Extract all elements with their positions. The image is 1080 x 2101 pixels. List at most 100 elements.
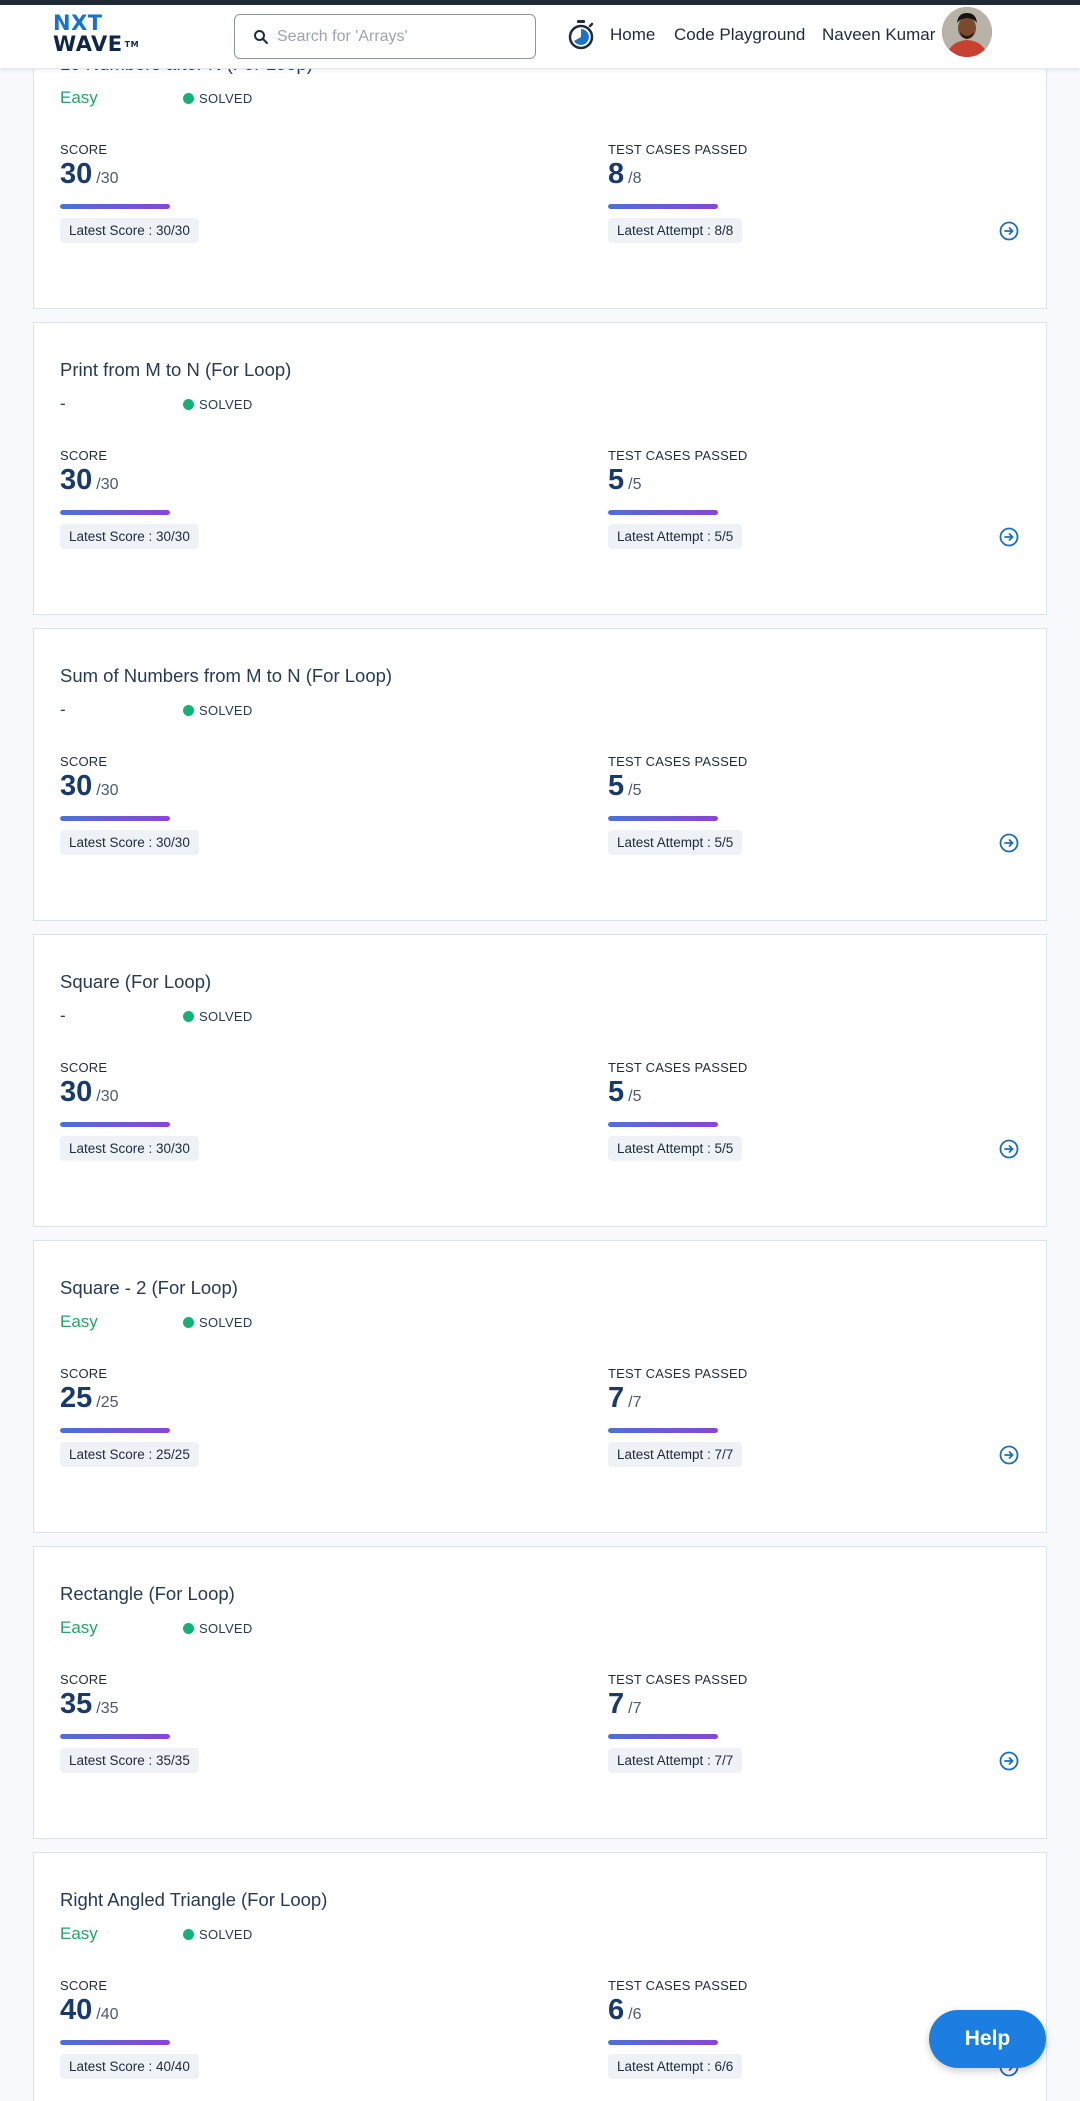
nav-code-playground[interactable]: Code Playground: [674, 25, 806, 44]
latest-score-chip: Latest Score : 30/30: [60, 830, 199, 855]
test-cases-label: TEST CASES PASSED: [608, 754, 748, 769]
latest-score-chip: Latest Score : 25/25: [60, 1442, 199, 1467]
score-value-row: 30/30: [60, 1076, 119, 1109]
nav-home[interactable]: Home: [610, 25, 656, 44]
tests-value-row: 6/6: [608, 1994, 641, 2027]
tests-value-row: 5/5: [608, 1076, 641, 1109]
logo-line-2-text: WAVE: [53, 32, 123, 56]
score-value-row: 25/25: [60, 1382, 119, 1415]
problem-card[interactable]: Rectangle (For Loop) Easy SOLVED SCORE 3…: [33, 1546, 1047, 1839]
score-value: 40: [60, 1994, 93, 2026]
latest-attempt-chip: Latest Attempt : 8/8: [608, 218, 743, 243]
score-value: 25: [60, 1382, 93, 1414]
avatar-image: [942, 7, 992, 57]
score-value: 30: [60, 158, 93, 190]
tests-progress-fill: [608, 510, 718, 515]
score-metric: SCORE 30/30 Latest Score : 30/30: [60, 1060, 199, 1161]
status-dot: [183, 93, 194, 104]
score-metric: SCORE 30/30 Latest Score : 30/30: [60, 448, 199, 549]
test-cases-label: TEST CASES PASSED: [608, 1672, 748, 1687]
arrow-circle-right-icon[interactable]: [999, 833, 1019, 853]
logo-line-1: NXT: [53, 11, 103, 35]
difficulty-label: Easy: [60, 88, 98, 107]
tests-progress-bar: [608, 816, 718, 821]
latest-score-chip: Latest Score : 30/30: [60, 1136, 199, 1161]
score-metric: SCORE 30/30 Latest Score : 30/30: [60, 754, 199, 855]
score-progress-bar: [60, 2040, 170, 2045]
problem-card[interactable]: Print from M to N (For Loop) - SOLVED SC…: [33, 322, 1047, 615]
score-progress-fill: [60, 816, 170, 821]
test-cases-metric: TEST CASES PASSED 5/5 Latest Attempt : 5…: [608, 754, 748, 855]
tests-value-row: 5/5: [608, 770, 641, 803]
tests-value: 5: [608, 464, 625, 496]
tests-value: 7: [608, 1688, 625, 1720]
score-label: SCORE: [60, 754, 108, 769]
score-value-row: 30/30: [60, 464, 119, 497]
problem-title[interactable]: Print from M to N (For Loop): [60, 359, 292, 380]
test-cases-label: TEST CASES PASSED: [608, 448, 748, 463]
help-button[interactable]: Help: [929, 2010, 1046, 2068]
timer-icon[interactable]: [566, 19, 596, 51]
problem-title[interactable]: Right Angled Triangle (For Loop): [60, 1889, 328, 1910]
score-progress-fill: [60, 1122, 170, 1127]
difficulty-label: Easy: [60, 1312, 98, 1331]
search-box[interactable]: [234, 14, 536, 59]
arrow-circle-right-icon[interactable]: [999, 221, 1019, 241]
score-progress-fill: [60, 1428, 170, 1433]
score-metric: SCORE 40/40 Latest Score : 40/40: [60, 1978, 199, 2079]
tests-progress-bar: [608, 2040, 718, 2045]
latest-score-chip: Latest Score : 30/30: [60, 218, 199, 243]
tests-max: /7: [628, 1700, 642, 1717]
user-name[interactable]: Naveen Kumar: [822, 25, 936, 44]
tests-progress-fill: [608, 816, 718, 821]
tests-value: 5: [608, 770, 625, 802]
latest-score-chip: Latest Score : 30/30: [60, 524, 199, 549]
latest-score-chip: Latest Score : 35/35: [60, 1748, 199, 1773]
problem-card[interactable]: Right Angled Triangle (For Loop) Easy SO…: [33, 1852, 1047, 2101]
latest-attempt-chip: Latest Attempt : 7/7: [608, 1442, 743, 1467]
test-cases-metric: TEST CASES PASSED 8/8 Latest Attempt : 8…: [608, 142, 747, 243]
tests-value-row: 7/7: [608, 1688, 641, 1721]
score-label: SCORE: [60, 1978, 108, 1993]
problem-card[interactable]: Square (For Loop) - SOLVED SCORE 30/30 L…: [33, 934, 1047, 1227]
arrow-circle-right-icon[interactable]: [999, 1751, 1019, 1771]
logo-line-2: WAVE TM: [53, 34, 143, 55]
status-text: SOLVED: [199, 1621, 253, 1636]
score-value: 30: [60, 464, 93, 496]
latest-score-chip: Latest Score : 40/40: [60, 2054, 199, 2079]
tests-progress-bar: [608, 1122, 718, 1127]
problem-title[interactable]: Sum of Numbers from M to N (For Loop): [60, 665, 393, 686]
tests-max: /6: [628, 2006, 642, 2023]
status-dot: [183, 399, 194, 410]
nxtwave-logo[interactable]: NXT WAVE TM: [53, 13, 143, 61]
tests-max: /7: [628, 1394, 642, 1411]
problem-title[interactable]: Square - 2 (For Loop): [60, 1277, 238, 1298]
tests-progress-fill: [608, 1122, 718, 1127]
problem-card[interactable]: Square - 2 (For Loop) Easy SOLVED SCORE …: [33, 1240, 1047, 1533]
score-label: SCORE: [60, 1672, 108, 1687]
status-dot: [183, 705, 194, 716]
score-max: /40: [96, 2006, 119, 2023]
problem-title[interactable]: Rectangle (For Loop): [60, 1583, 235, 1604]
arrow-circle-right-icon[interactable]: [999, 527, 1019, 547]
latest-attempt-chip: Latest Attempt : 6/6: [608, 2054, 743, 2079]
test-cases-label: TEST CASES PASSED: [608, 1978, 748, 1993]
score-label: SCORE: [60, 142, 108, 157]
problem-title[interactable]: Square (For Loop): [60, 971, 212, 992]
test-cases-label: TEST CASES PASSED: [608, 1060, 748, 1075]
problem-card[interactable]: Sum of Numbers from M to N (For Loop) - …: [33, 628, 1047, 921]
score-value: 30: [60, 770, 93, 802]
arrow-circle-right-icon[interactable]: [999, 1445, 1019, 1465]
status-dot: [183, 1929, 194, 1940]
score-metric: SCORE 25/25 Latest Score : 25/25: [60, 1366, 199, 1467]
search-input[interactable]: [277, 23, 527, 51]
test-cases-label: TEST CASES PASSED: [608, 1366, 748, 1381]
score-progress-bar: [60, 204, 170, 209]
status-text: SOLVED: [199, 91, 253, 106]
avatar[interactable]: [942, 7, 992, 57]
tests-progress-fill: [608, 2040, 718, 2045]
score-max: /30: [96, 782, 119, 799]
score-value-row: 30/30: [60, 770, 119, 803]
arrow-circle-right-icon[interactable]: [999, 1139, 1019, 1159]
tests-progress-fill: [608, 1734, 718, 1739]
